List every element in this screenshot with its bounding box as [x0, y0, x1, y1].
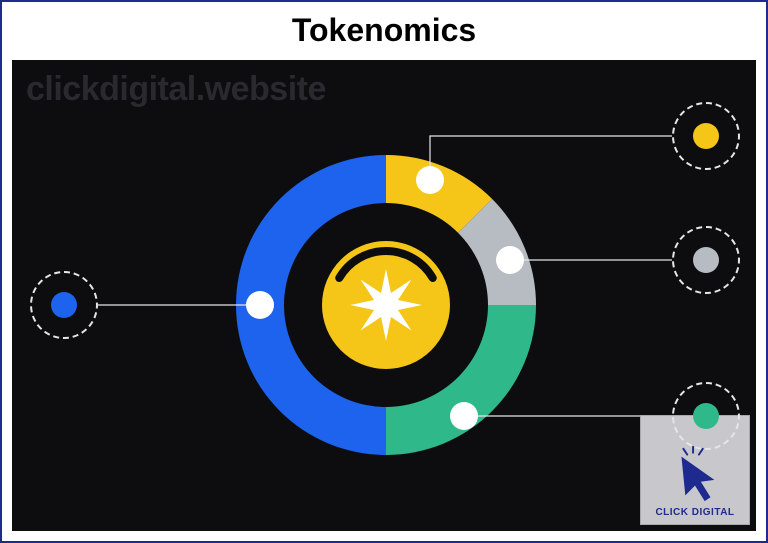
legend-dot-blue — [51, 292, 77, 318]
legend-badge-blue — [30, 271, 98, 339]
legend-badge-yellow — [672, 102, 740, 170]
click-digital-caption: CLICK DIGITAL — [655, 507, 734, 518]
legend-badge-green — [672, 382, 740, 450]
page-title: Tokenomics — [292, 12, 476, 49]
cursor-icon — [664, 443, 726, 505]
connector-dot-yellow — [416, 166, 444, 194]
connector-dot-blue — [246, 291, 274, 319]
connector-dot-green — [450, 402, 478, 430]
legend-dot-green — [693, 403, 719, 429]
leader-line-yellow — [430, 136, 672, 180]
frame: Tokenomics clickdigital.website CLICK DI… — [0, 0, 768, 543]
legend-dot-yellow — [693, 123, 719, 149]
stage: clickdigital.website CLICK DIGITAL — [12, 60, 756, 531]
star-icon — [350, 269, 422, 341]
title-bar: Tokenomics — [2, 2, 766, 58]
connector-dot-gray — [496, 246, 524, 274]
legend-dot-gray — [693, 247, 719, 273]
legend-badge-gray — [672, 226, 740, 294]
